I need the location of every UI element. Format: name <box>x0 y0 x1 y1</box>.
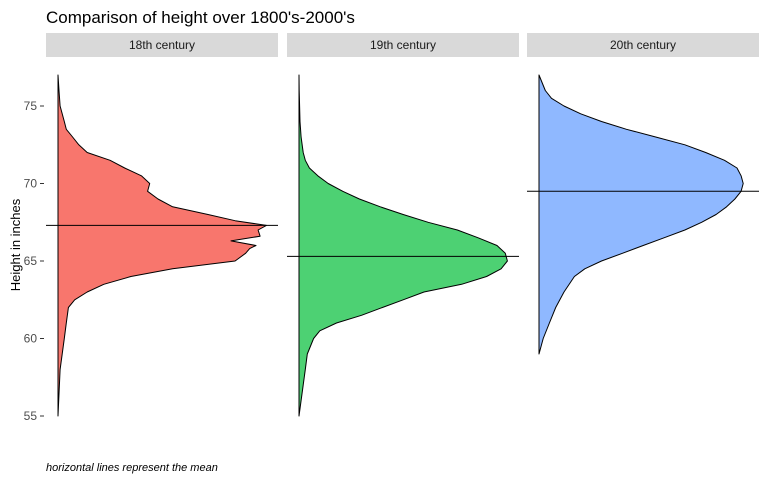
facet-strip-label: 18th century <box>129 38 195 52</box>
y-tick-label: 60 <box>24 332 38 346</box>
y-tick-label: 75 <box>24 99 38 113</box>
y-tick-label: 55 <box>24 409 38 423</box>
y-axis-title: Height in inches <box>8 198 23 291</box>
facet-panels: 18th century 19th century 20th century <box>46 33 759 417</box>
facet-strip <box>287 33 519 57</box>
y-tick-label: 70 <box>24 177 38 191</box>
facet-panel: 19th century <box>287 33 519 417</box>
density-area <box>538 74 744 355</box>
facet-strip-label: 19th century <box>370 38 436 52</box>
density-area <box>298 74 508 417</box>
facet-panel: 18th century <box>46 33 278 417</box>
chart-caption: horizontal lines represent the mean <box>46 462 218 474</box>
facet-strip <box>527 33 759 57</box>
y-axis: 55 60 65 70 75 <box>24 99 44 423</box>
facet-panel: 20th century <box>527 33 759 355</box>
facet-strip-label: 20th century <box>610 38 676 52</box>
y-tick-label: 65 <box>24 254 38 268</box>
facet-strip <box>46 33 278 57</box>
density-area <box>57 74 267 417</box>
chart-title: Comparison of height over 1800's-2000's <box>46 8 355 27</box>
